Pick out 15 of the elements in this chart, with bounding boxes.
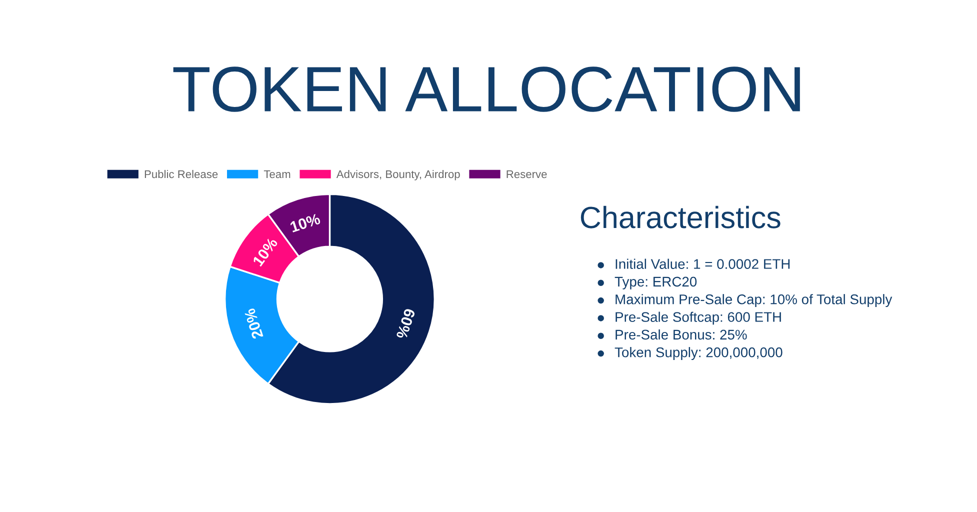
text: Pre-Sale Bonus: 25% [616,329,747,340]
data-label: 20% [244,308,264,340]
text: Type: ERC20 [614,276,697,290]
text: Pre-Sale Softcap: 600 ETH [616,312,781,325]
legend-label: Advisors, Bounty, Airdrop [336,170,460,180]
data-label: 60% [396,308,416,340]
text: Characteristics [580,206,780,228]
legend-label: Reserve [506,170,547,178]
legend-label: Team [264,170,290,178]
data-label: 10% [290,213,321,233]
legend-label: Public Release [144,170,218,178]
chart-title: TOKEN ALLOCATION [173,66,800,112]
text: Initial Value: 1 = 0.0002 ETH [616,258,790,269]
text: Token Supply: 200,000,000 [614,347,782,360]
text: Maximum Pre-Sale Cap: 10% of Total Supply [616,294,892,308]
